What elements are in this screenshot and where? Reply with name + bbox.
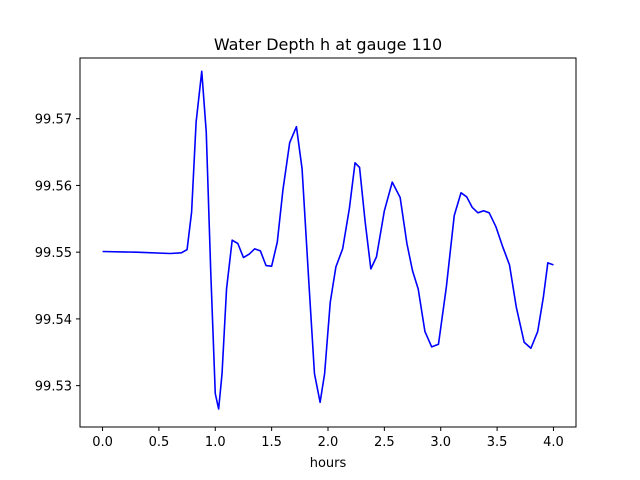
y-tick-label: 99.55 [35,246,72,261]
x-tick-label: 1.5 [261,435,282,450]
x-tick-label: 1.0 [205,435,226,450]
x-tick-label: 2.0 [318,435,339,450]
x-tick-label: 4.0 [543,435,564,450]
y-tick-label: 99.57 [35,113,72,128]
y-axis: 99.53 99.54 99.55 99.56 99.57 [35,113,80,395]
x-tick-label: 2.5 [374,435,395,450]
chart-title: Water Depth h at gauge 110 [214,35,442,54]
x-axis: 0.0 0.5 1.0 1.5 2.0 2.5 3.0 3.5 4.0 [92,427,564,450]
x-tick-label: 3.0 [430,435,451,450]
x-tick-label: 3.5 [487,435,508,450]
y-tick-label: 99.56 [35,179,72,194]
x-tick-label: 0.0 [92,435,113,450]
x-axis-label: hours [310,456,347,471]
y-tick-label: 99.54 [35,313,72,328]
x-tick-label: 0.5 [149,435,170,450]
y-tick-label: 99.53 [35,380,72,395]
plot-area [103,71,554,409]
series-line-0 [103,71,554,409]
